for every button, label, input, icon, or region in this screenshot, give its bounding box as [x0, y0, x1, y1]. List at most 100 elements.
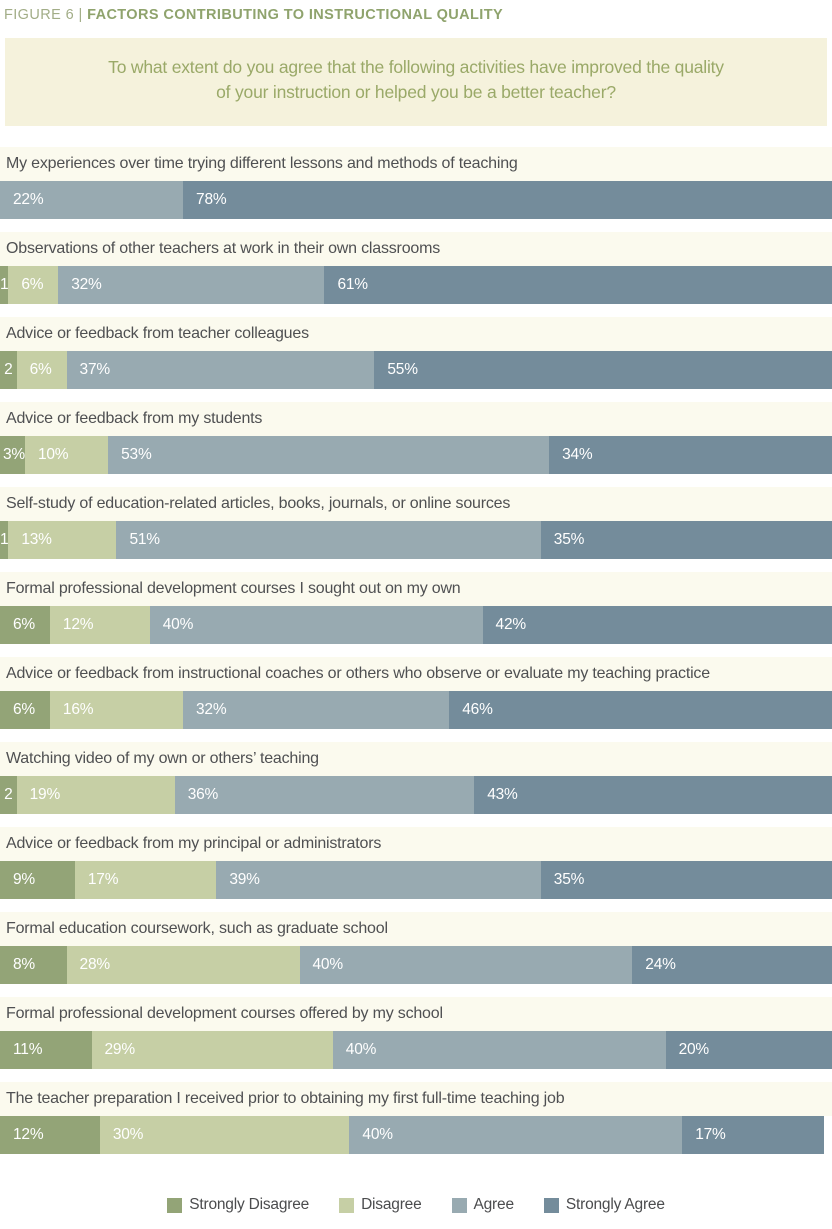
segment-value-label: 35% — [553, 871, 585, 888]
bar-segment: 20% — [665, 1031, 832, 1069]
chart-row: Advice or feedback from teacher colleagu… — [0, 317, 832, 389]
segment-value-label: 78% — [196, 191, 227, 208]
chart-row: The teacher preparation I received prior… — [0, 1082, 832, 1154]
row-label: Formal education coursework, such as gra… — [0, 912, 832, 946]
legend: Strongly Disagree Disagree Agree Strongly A… — [0, 1196, 832, 1214]
segment-value-label: 51% — [129, 531, 160, 548]
legend-swatch — [451, 1197, 467, 1213]
chart-row: Advice or feedback from my students 3% 10%… — [0, 402, 832, 474]
figure-title-text: FACTORS CONTRIBUTING TO INSTRUCTIONAL QU… — [87, 7, 504, 23]
bar-segment: 39% — [216, 861, 541, 899]
bar-segment: 17% — [74, 861, 217, 899]
chart-row: Self-study of education-related articles… — [0, 487, 832, 559]
bar-segment: 51% — [116, 521, 541, 559]
figure-label: FIGURE 6 | — [4, 7, 88, 23]
bar-segment: 2 — [0, 351, 17, 389]
legend-swatch — [167, 1197, 183, 1213]
bar-segment: 34% — [549, 436, 832, 474]
chart-row: Formal professional development courses … — [0, 572, 832, 644]
segment-value-label: 12% — [62, 616, 94, 633]
chart-rows: My experiences over time trying differen… — [0, 147, 832, 1154]
stacked-bar: 12% 30% 40% 17% — [0, 1116, 832, 1154]
bar-segment: 1 — [0, 266, 9, 304]
row-label: Formal professional development courses … — [0, 997, 832, 1031]
bar-segment: 40% — [332, 1031, 666, 1069]
legend-swatch — [543, 1197, 559, 1213]
segment-value-label: 40% — [362, 1126, 393, 1143]
bar-segment: 16% — [49, 691, 184, 729]
bar-segment: 42% — [482, 606, 832, 644]
bar-segment: 6% — [8, 266, 59, 304]
bar-segment: 61% — [324, 266, 832, 304]
segment-value-label: 43% — [487, 786, 518, 803]
chart-row: Watching video of my own or others’ teac… — [0, 742, 832, 814]
row-label: Advice or feedback from my students — [0, 402, 832, 436]
segment-value-label: 1 — [0, 276, 9, 293]
segment-value-label: 35% — [553, 531, 585, 548]
bar-segment: 28% — [66, 946, 300, 984]
bar-segment: 12% — [49, 606, 150, 644]
bar-segment: 53% — [108, 436, 550, 474]
segment-value-label: 20% — [678, 1041, 710, 1058]
chart-row: Formal education coursework, such as gra… — [0, 912, 832, 984]
bar-segment: 12% — [0, 1116, 100, 1154]
bar-segment: 78% — [183, 181, 832, 219]
segment-value-label: 16% — [62, 701, 94, 718]
bar-segment: 40% — [149, 606, 483, 644]
segment-value-label: 40% — [312, 956, 344, 973]
segment-value-label: 2 — [4, 361, 13, 378]
segment-value-label: 40% — [162, 616, 194, 633]
stacked-bar: 8% 28% 40% 24% — [0, 946, 832, 984]
segment-value-label: 6% — [29, 361, 52, 378]
question-line-1: To what extent do you agree that the fol… — [108, 57, 724, 77]
bar-segment: 24% — [632, 946, 832, 984]
bar-segment: 6% — [0, 606, 50, 644]
chart-row: My experiences over time trying differen… — [0, 147, 832, 219]
legend-label: Strongly Agree — [565, 1196, 665, 1213]
segment-value-label: 53% — [121, 446, 152, 463]
chart-row: Advice or feedback from instructional co… — [0, 657, 832, 729]
bar-segment: 9% — [0, 861, 75, 899]
bar-segment: 43% — [474, 776, 832, 814]
segment-value-label: 40% — [345, 1041, 377, 1058]
row-label: Advice or feedback from my principal or … — [0, 827, 832, 861]
segment-value-label: 11% — [13, 1041, 43, 1058]
stacked-bar: 1 13% 51% 35% — [0, 521, 832, 559]
row-label: Self-study of education-related articles… — [0, 487, 832, 521]
stacked-bar: 22% 78% — [0, 181, 832, 219]
legend-item: Agree — [451, 1196, 514, 1214]
segment-value-label: 39% — [229, 871, 260, 888]
bar-segment: 6% — [0, 691, 50, 729]
segment-value-label: 61% — [337, 276, 368, 293]
bar-segment: 8% — [0, 946, 67, 984]
stacked-bar: 3% 10% 53% 34% — [0, 436, 832, 474]
bar-segment: 37% — [66, 351, 375, 389]
bar-segment: 6% — [16, 351, 67, 389]
row-label: The teacher preparation I received prior… — [0, 1082, 832, 1116]
stacked-bar: 2 19% 36% 43% — [0, 776, 832, 814]
segment-value-label: 2 — [4, 786, 13, 803]
bar-segment: 55% — [374, 351, 832, 389]
legend-item: Disagree — [339, 1196, 422, 1214]
segment-value-label: 9% — [13, 871, 36, 888]
bar-segment: 2 — [0, 776, 17, 814]
segment-value-label: 12% — [13, 1126, 44, 1143]
segment-value-label: 10% — [37, 446, 69, 463]
segment-value-label: 6% — [13, 616, 36, 633]
chart-row: Advice or feedback from my principal or … — [0, 827, 832, 899]
legend-label: Disagree — [361, 1196, 422, 1213]
bar-segment: 10% — [24, 436, 109, 474]
figure-title: FIGURE 6 | FACTORS CONTRIBUTING TO INSTR… — [0, 0, 832, 23]
segment-value-label: 42% — [495, 616, 527, 633]
segment-value-label: 32% — [71, 276, 102, 293]
row-label: Formal professional development courses … — [0, 572, 832, 606]
bar-segment: 35% — [540, 861, 832, 899]
stacked-bar: 1 6% 32% 61% — [0, 266, 832, 304]
segment-value-label: 3% — [3, 446, 26, 463]
bar-segment: 11% — [0, 1031, 92, 1069]
bar-segment: 36% — [174, 776, 475, 814]
stacked-bar: 2 6% 37% 55% — [0, 351, 832, 389]
stacked-bar: 6% 12% 40% 42% — [0, 606, 832, 644]
bar-segment: 46% — [449, 691, 832, 729]
bar-segment: 22% — [0, 181, 184, 219]
